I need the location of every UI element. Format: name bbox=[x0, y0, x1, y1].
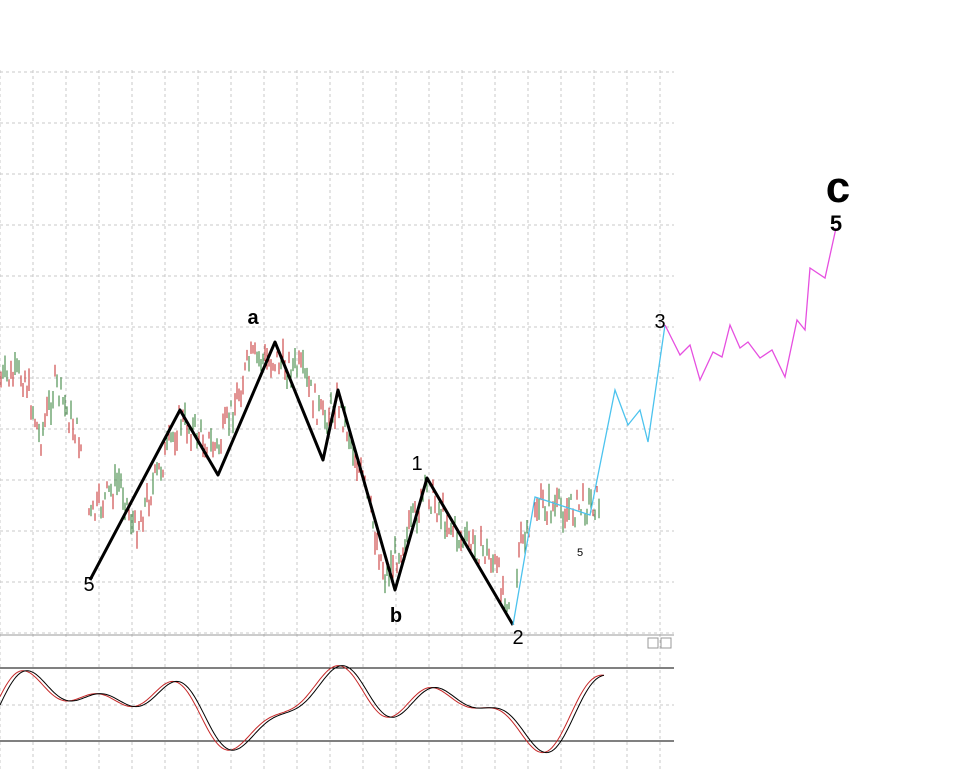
oscillator-line bbox=[0, 665, 605, 754]
wave-label: b bbox=[390, 605, 402, 627]
panel-button[interactable] bbox=[660, 637, 672, 649]
wave-label: 5 bbox=[83, 574, 94, 596]
oscillator-line bbox=[0, 665, 605, 754]
oscillator bbox=[0, 665, 605, 754]
wave-label: a bbox=[247, 307, 259, 329]
projection-line bbox=[512, 324, 666, 626]
projection-line bbox=[664, 227, 837, 382]
panel-button[interactable] bbox=[647, 637, 659, 649]
wave-label: 2 bbox=[512, 627, 523, 649]
grid bbox=[0, 70, 674, 772]
wave-line bbox=[88, 340, 515, 626]
wave-label: 5 bbox=[830, 211, 842, 236]
wave-label: c bbox=[826, 163, 850, 212]
wave-label: 3 bbox=[654, 311, 665, 333]
price-bars bbox=[0, 338, 600, 613]
wave-label: 1 bbox=[411, 453, 422, 475]
wave-label: 5 bbox=[577, 547, 583, 559]
